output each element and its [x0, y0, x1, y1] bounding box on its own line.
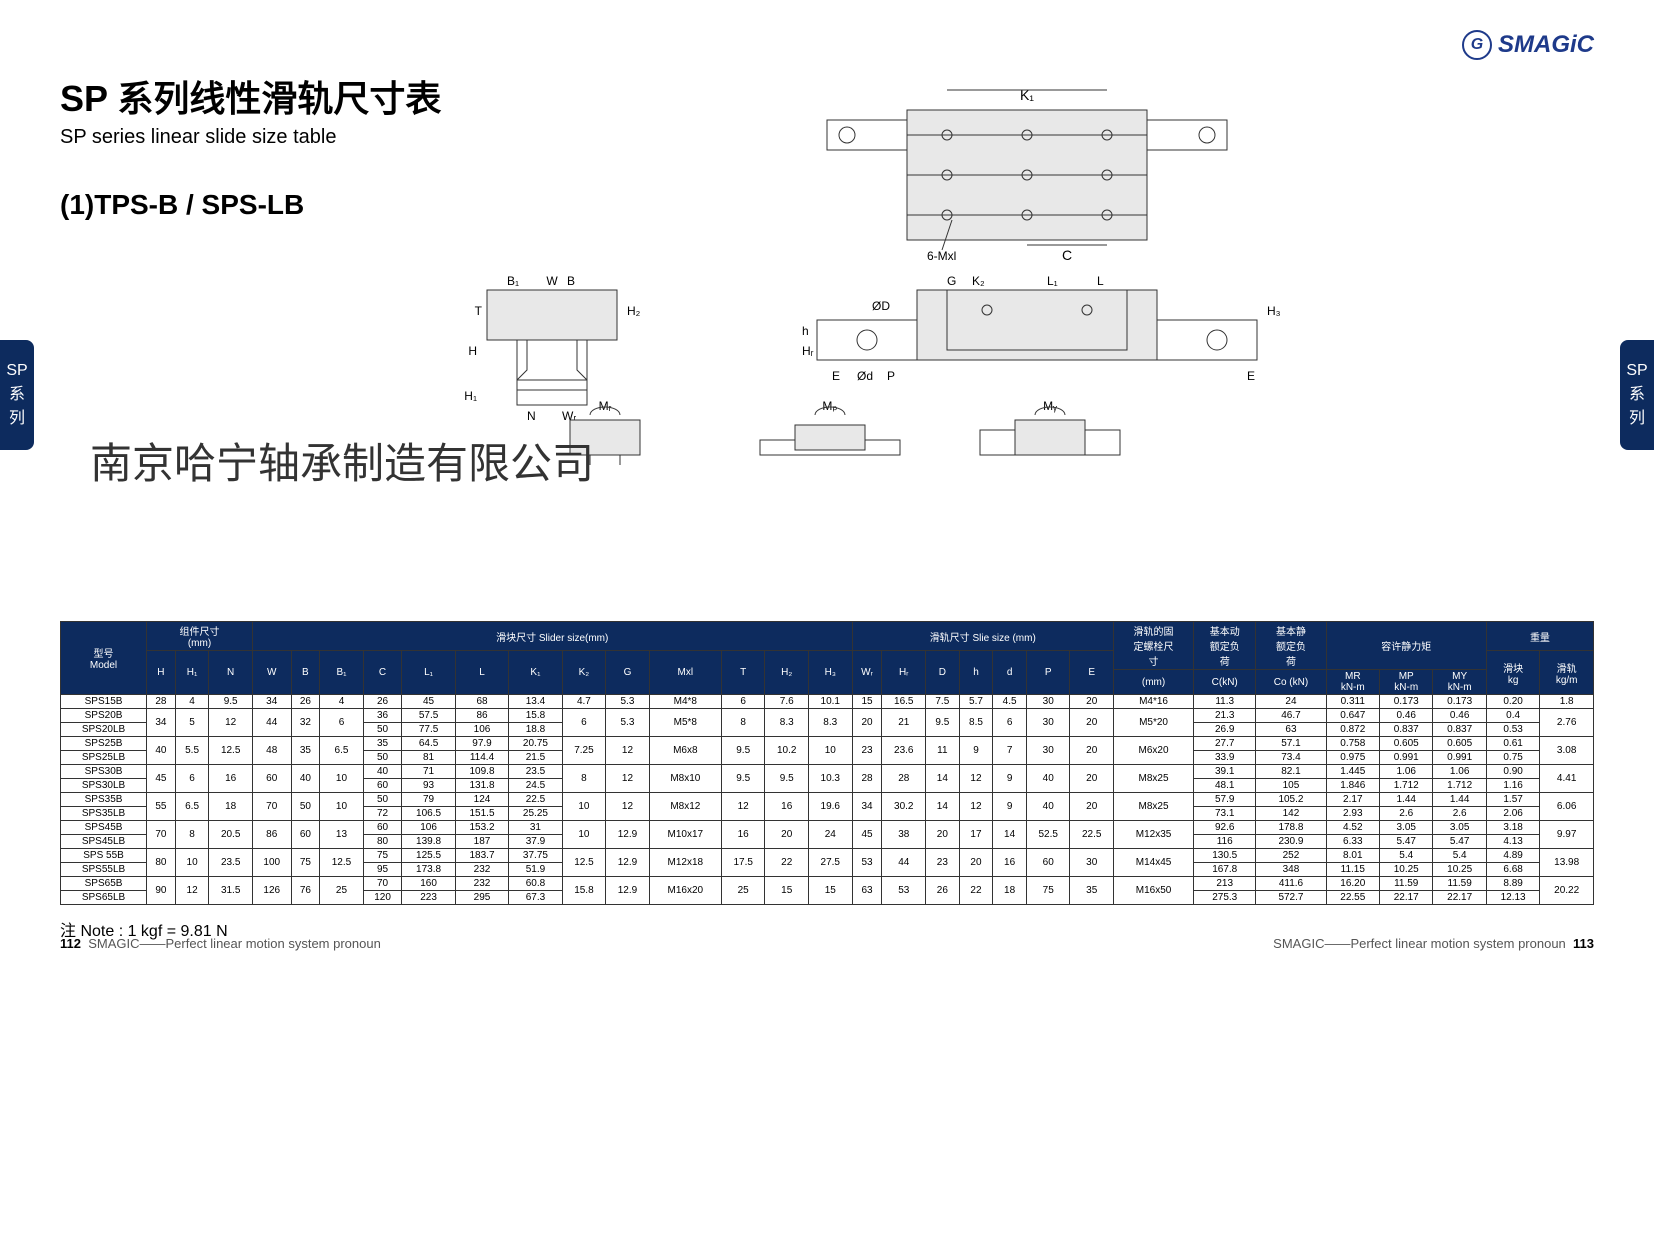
svg-text:E: E: [1247, 369, 1255, 383]
svg-text:G: G: [947, 274, 956, 288]
svg-text:6-Mxl: 6-Mxl: [927, 249, 956, 263]
svg-text:B₁: B₁: [507, 274, 519, 288]
svg-text:H₁: H₁: [464, 389, 477, 403]
svg-text:C: C: [1062, 247, 1072, 263]
logo-text: SMAGiC: [1498, 31, 1594, 59]
svg-text:T: T: [475, 304, 483, 318]
side-tab-right: SP系列: [1620, 340, 1654, 450]
svg-text:N: N: [527, 409, 536, 423]
svg-text:B: B: [567, 274, 575, 288]
side-tab-left: SP系列: [0, 340, 34, 450]
moment-diagrams: Mᵣ Mₚ Mᵧ: [560, 400, 1160, 470]
logo: G SMAGiC: [1462, 30, 1594, 60]
spec-table: 型号Model组件尺寸(mm)滑块尺寸 Slider size(mm)滑轨尺寸 …: [60, 621, 1594, 905]
footer: 112 SMAGIC——Perfect linear motion system…: [60, 936, 1594, 951]
svg-text:K₁: K₁: [1020, 87, 1034, 103]
svg-text:W: W: [546, 274, 558, 288]
svg-text:L: L: [1097, 274, 1104, 288]
svg-text:H: H: [468, 344, 477, 358]
svg-text:Mᵣ: Mᵣ: [599, 400, 612, 413]
svg-text:Hᵣ: Hᵣ: [802, 344, 814, 358]
svg-text:ØD: ØD: [872, 299, 890, 313]
watermark: 南京哈宁轴承制造有限公司: [90, 430, 594, 491]
svg-text:K₂: K₂: [972, 274, 985, 288]
svg-text:P: P: [887, 369, 895, 383]
svg-text:Ød: Ød: [857, 369, 873, 383]
svg-text:Mᵧ: Mᵧ: [1043, 400, 1057, 413]
svg-text:H₃: H₃: [1267, 304, 1281, 318]
logo-icon: G: [1462, 30, 1492, 60]
svg-text:h: h: [802, 324, 809, 338]
svg-text:L₁: L₁: [1047, 274, 1058, 288]
svg-text:H₂: H₂: [627, 304, 641, 318]
svg-text:E: E: [832, 369, 840, 383]
